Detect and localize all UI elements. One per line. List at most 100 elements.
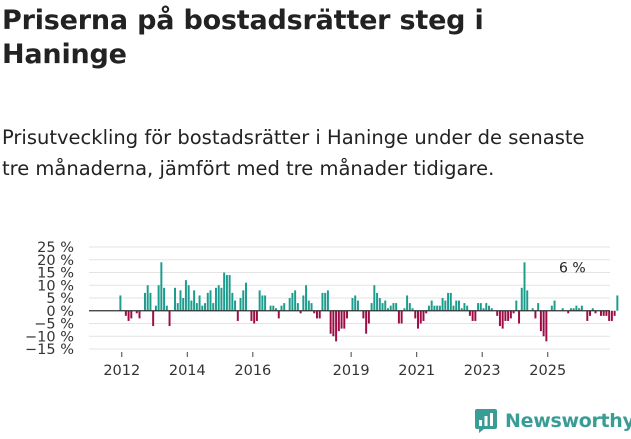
- bar: [414, 310, 417, 319]
- bar: [408, 303, 411, 311]
- bars: [119, 262, 619, 342]
- chart-subtitle: Prisutveckling för bostadsrätter i Hanin…: [2, 126, 585, 180]
- bar-chart: −15 %−10 %−5 %0 %5 %10 %15 %20 %25 % 201…: [25, 240, 619, 376]
- bar: [296, 303, 299, 311]
- bar: [228, 275, 231, 311]
- bar: [457, 300, 460, 311]
- bar: [572, 308, 575, 311]
- bar: [187, 285, 190, 311]
- bar: [277, 310, 280, 319]
- bar: [346, 310, 349, 319]
- bar: [288, 298, 291, 311]
- bar: [591, 308, 594, 311]
- bar: [602, 310, 605, 316]
- bar: [179, 290, 182, 311]
- x-tick-label: 2016: [234, 363, 271, 376]
- bar: [488, 305, 490, 311]
- bar: [389, 305, 392, 311]
- bar: [376, 292, 379, 311]
- bar: [329, 310, 332, 334]
- y-tick-label: 0 %: [46, 304, 74, 320]
- bar: [441, 298, 444, 311]
- gridlines: [89, 246, 610, 350]
- bar: [411, 308, 414, 311]
- bar: [406, 295, 409, 311]
- bar: [154, 305, 157, 311]
- bar: [223, 272, 226, 311]
- bar: [343, 310, 346, 329]
- bar: [316, 310, 318, 319]
- bar: [433, 305, 436, 311]
- y-tick-label: 20 %: [37, 253, 74, 269]
- bar: [332, 310, 335, 337]
- bar: [610, 310, 613, 321]
- bar: [190, 300, 193, 311]
- bar: [616, 295, 619, 311]
- bar: [253, 310, 256, 324]
- bar: [351, 298, 354, 311]
- bar: [515, 300, 518, 311]
- bar: [198, 295, 201, 311]
- bar: [206, 292, 209, 311]
- bar: [485, 303, 488, 311]
- bar: [149, 292, 152, 311]
- bar: [234, 300, 237, 311]
- bar: [212, 303, 215, 311]
- bar: [460, 308, 463, 311]
- bar: [474, 310, 477, 321]
- newsworthy-logo-icon: [475, 409, 497, 433]
- bar: [378, 298, 381, 311]
- bar: [321, 292, 324, 311]
- bar: [561, 308, 564, 311]
- bar: [384, 300, 387, 311]
- bar: [419, 310, 422, 324]
- bar: [471, 310, 474, 321]
- x-tick-label: 2012: [103, 363, 140, 376]
- bar: [594, 310, 597, 314]
- bar: [225, 275, 228, 311]
- bar: [477, 303, 480, 311]
- y-tick-label: 5 %: [46, 291, 74, 307]
- bar: [193, 290, 196, 311]
- bar: [160, 262, 163, 311]
- bar: [231, 292, 234, 311]
- bar: [313, 310, 316, 314]
- brand-name: Newsworthy: [505, 410, 631, 432]
- bar: [509, 310, 512, 319]
- newsworthy-logo: Newsworthy: [474, 404, 631, 438]
- bar: [512, 310, 515, 314]
- bar: [264, 295, 267, 311]
- bar: [209, 290, 212, 311]
- bar: [337, 310, 340, 332]
- bar: [157, 285, 160, 311]
- bar: [586, 310, 589, 321]
- bar: [130, 310, 133, 319]
- bar: [395, 303, 398, 311]
- chart-title: Priserna på bostadsrätter steg i Haninge: [2, 5, 484, 70]
- bar: [387, 308, 389, 311]
- bar: [261, 295, 264, 311]
- bar: [504, 310, 507, 321]
- bar: [498, 310, 501, 327]
- last-value-annotation: 6 %: [559, 261, 586, 277]
- bar: [324, 292, 327, 311]
- bar: [269, 305, 272, 311]
- bar: [124, 310, 127, 316]
- bar: [291, 292, 294, 311]
- bar: [381, 303, 384, 311]
- bar: [501, 310, 504, 329]
- bar: [575, 305, 578, 311]
- bar: [496, 310, 499, 316]
- bar: [163, 287, 166, 311]
- bar: [463, 303, 466, 311]
- bar: [608, 310, 611, 321]
- bar: [507, 310, 510, 321]
- bar: [567, 310, 570, 314]
- bar: [373, 285, 376, 311]
- bar: [201, 305, 204, 311]
- bar: [239, 298, 242, 311]
- bar: [455, 300, 458, 311]
- bar: [444, 300, 447, 311]
- y-axis-labels: −15 %−10 %−5 %0 %5 %10 %15 %20 %25 %: [25, 240, 74, 358]
- bar: [217, 285, 220, 311]
